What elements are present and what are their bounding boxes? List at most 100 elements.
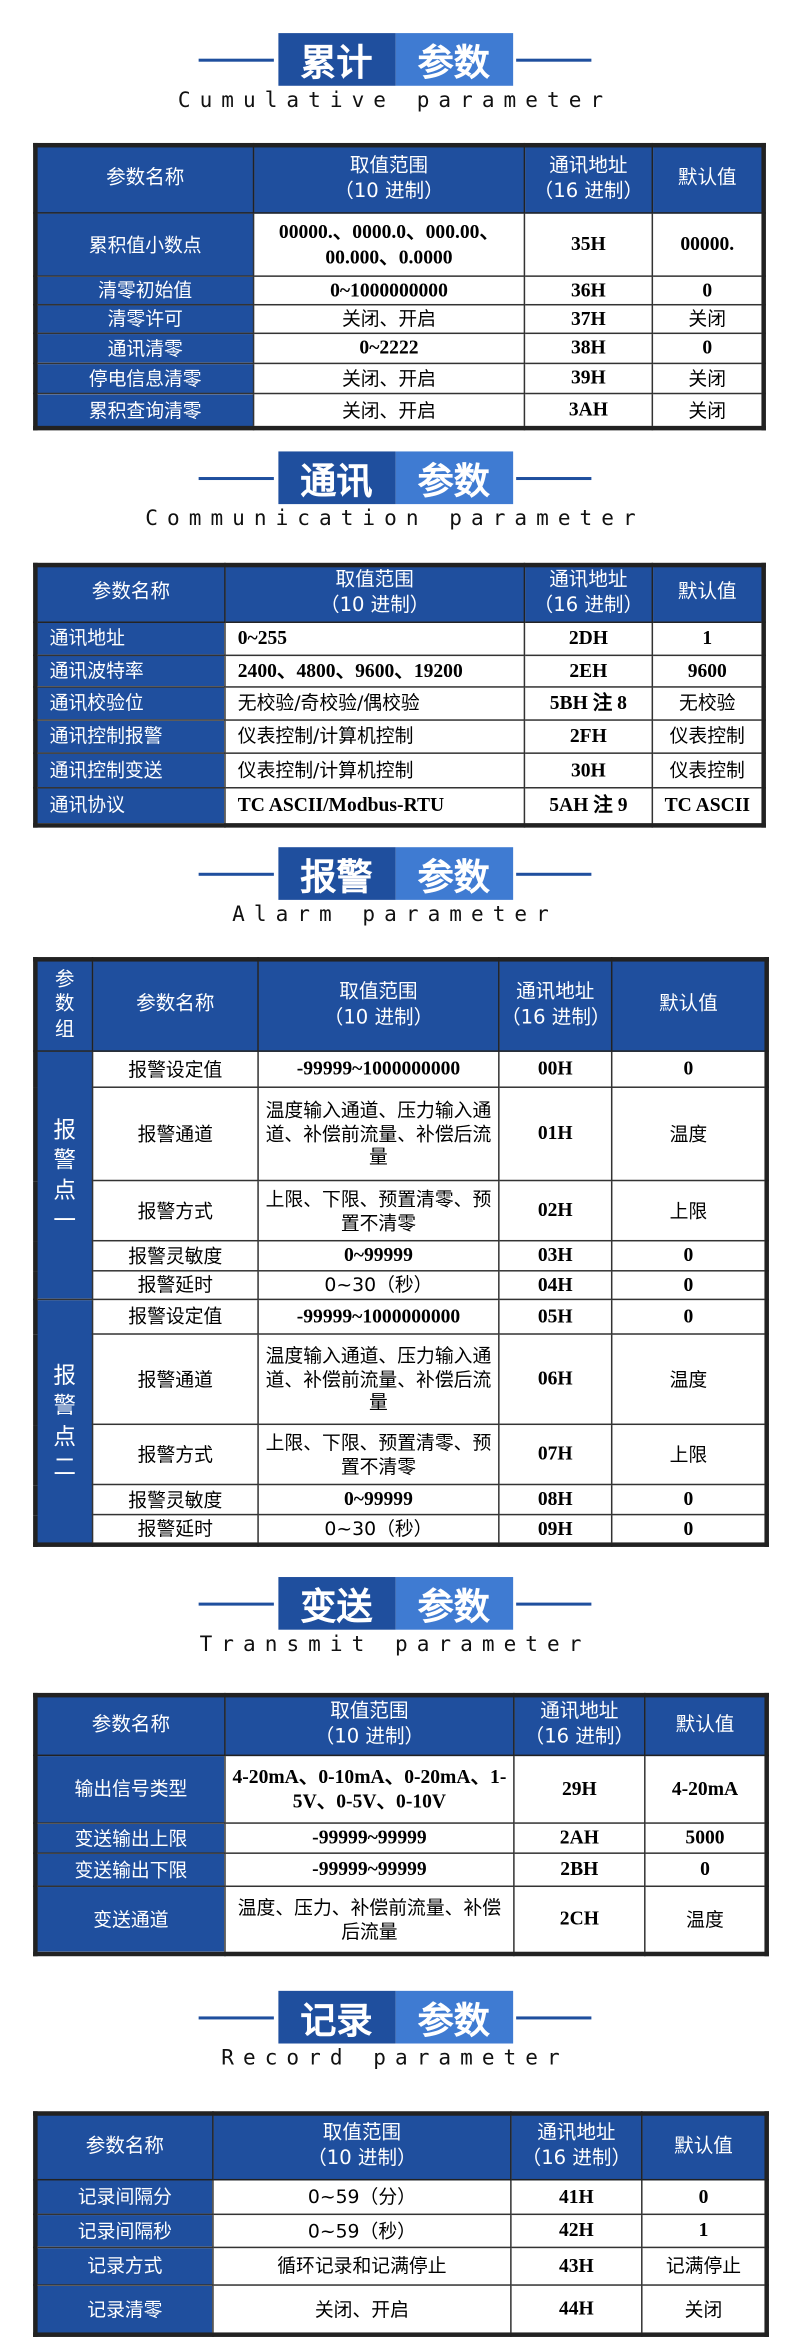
table-row: 通讯波特率 2400、4800、9600、19200 2EH 9600 <box>34 654 765 688</box>
section-subtitle: Communication parameter <box>145 507 645 532</box>
param-default: 1 <box>641 2213 768 2249</box>
section-title-banner: 变送 参数 <box>277 1577 513 1630</box>
param-name: 通讯波特率 <box>34 654 226 688</box>
header-name: 参数名称 <box>91 958 259 1052</box>
section-title-primary: 累计 <box>277 33 396 86</box>
param-range: TC ASCII/Modbus-RTU <box>224 786 526 826</box>
param-range: -99999~1000000000 <box>257 1050 500 1088</box>
param-name: 累积值小数点 <box>34 212 255 277</box>
table-row: 报警方式 上限、下限、预置清零、预置不清零 07H 上限 <box>35 1423 768 1486</box>
header-addr-label: 通讯地址 <box>516 980 595 1004</box>
title-line-left <box>198 58 274 62</box>
param-range: 0~59（秒） <box>212 2213 512 2249</box>
param-default: 0 <box>610 1483 768 1516</box>
param-default: 0 <box>644 1852 768 1888</box>
table-row: 通讯协议 TC ASCII/Modbus-RTU 5AH 注 9 TC ASCII <box>34 786 765 826</box>
param-default: 0 <box>610 1239 768 1272</box>
table-row: 通讯清零 0~2222 38H 0 <box>34 332 765 365</box>
section-title-banner: 累计 参数 <box>277 33 513 86</box>
header-addr-label: 通讯地址 <box>537 2121 616 2145</box>
header-range-sub: （10 进制） <box>323 1005 434 1029</box>
header-range: 取值范围 （10 进制） <box>224 564 526 623</box>
param-address: 41H <box>510 2178 643 2216</box>
header-addr: 通讯地址 （16 进制） <box>523 144 654 214</box>
param-default: 0 <box>651 275 765 306</box>
section-title-secondary: 参数 <box>395 451 513 505</box>
param-name: 报警设定值 <box>91 1050 259 1088</box>
header-row: 参数名称 取值范围 （10 进制） 通讯地址 （16 进制） 默认值 <box>34 564 765 623</box>
param-range: -99999~99999 <box>224 1852 515 1888</box>
param-range: 0~1000000000 <box>252 275 526 306</box>
header-addr: 通讯地址 （16 进制） <box>513 1694 646 1757</box>
param-range: 0~30（秒） <box>257 1270 500 1301</box>
table-row: 报警点二 报警设定值 -99999~1000000000 05H 0 <box>34 1298 768 1546</box>
param-address: 05H <box>498 1298 613 1335</box>
param-range: 仪表控制/计算机控制 <box>224 752 526 789</box>
param-name: 报警方式 <box>91 1179 259 1242</box>
param-name: 通讯校验位 <box>34 685 226 721</box>
header-default: 默认值 <box>641 2112 768 2181</box>
param-default: 9600 <box>651 654 765 688</box>
header-range-sub: （10 进制） <box>334 179 444 203</box>
param-default: 上限 <box>610 1179 768 1242</box>
param-default: 关闭 <box>651 392 765 429</box>
header-default: 默认值 <box>651 564 765 623</box>
param-name: 记录方式 <box>34 2246 214 2286</box>
header-range: 取值范围 （10 进制） <box>224 1694 515 1757</box>
section-title-primary: 记录 <box>277 1990 396 2044</box>
param-default: 关闭 <box>651 362 765 395</box>
section-title-primary: 通讯 <box>277 451 396 505</box>
param-range: 关闭、开启 <box>252 392 526 429</box>
param-address: 00H <box>498 1050 613 1088</box>
param-address: 3AH <box>523 392 654 429</box>
param-name: 记录间隔分 <box>34 2178 214 2216</box>
param-address: 01H <box>498 1086 613 1182</box>
header-range-sub: （10 进制） <box>314 1726 425 1749</box>
header-name: 参数名称 <box>34 564 226 623</box>
title-line-right <box>516 872 592 876</box>
param-range: 温度输入通道、压力输入通道、补偿前流量、补偿后流量 <box>257 1333 500 1426</box>
param-range: 关闭、开启 <box>212 2284 512 2336</box>
table-row: 报警通道 温度输入通道、压力输入通道、补偿前流量、补偿后流量 06H 温度 <box>35 1333 768 1426</box>
table-row: 报警延时 0~30（秒） 09H 0 <box>35 1513 768 1546</box>
param-range: 00000.、0000.0、000.00、00.000、0.0000 <box>252 212 526 277</box>
param-address: 5AH 注 9 <box>523 786 654 826</box>
param-range: 4-20mA、0-10mA、0-20mA、1-5V、0-5V、0-10V <box>224 1754 515 1824</box>
table-row: 记录间隔秒 0~59（秒） 42H 1 <box>34 2213 768 2249</box>
title-line-left <box>198 2016 274 2020</box>
header-name: 参数名称 <box>34 144 255 214</box>
param-range: 上限、下限、预置清零、预置不清零 <box>257 1423 500 1486</box>
section-title-banner: 通讯 参数 <box>277 451 513 505</box>
param-range: 上限、下限、预置清零、预置不清零 <box>257 1179 500 1242</box>
param-address: 36H <box>523 275 654 306</box>
table-row: 报警灵敏度 0~99999 08H 0 <box>35 1483 768 1516</box>
header-range-label: 取值范围 <box>330 1700 409 1724</box>
table-row: 通讯地址 0~255 2DH 1 <box>34 621 765 656</box>
section-subtitle: Alarm parameter <box>232 902 558 927</box>
group-cell: 报警点二 <box>34 1298 94 1546</box>
param-default: 记满停止 <box>641 2246 768 2286</box>
param-address: 37H <box>523 303 654 335</box>
parameter-table: 参数组 参数名称 取值范围 （10 进制） 通讯地址 （16 进制） 默认值 报警点一 报警设定… <box>33 957 769 1547</box>
param-name: 记录间隔秒 <box>34 2213 214 2249</box>
param-default: 1 <box>651 621 765 656</box>
header-addr-sub: （16 进制） <box>501 1005 611 1029</box>
section-title-banner: 记录 参数 <box>277 1990 513 2044</box>
parameter-table: 参数名称 取值范围 （10 进制） 通讯地址 （16 进制） 默认值 输出信号类型 4-20m… <box>33 1692 769 1957</box>
title-line-right <box>516 58 592 62</box>
param-address: 42H <box>510 2213 643 2249</box>
param-range: 0~2222 <box>252 332 526 365</box>
table-row: 通讯控制变送 仪表控制/计算机控制 30H 仪表控制 <box>34 752 765 789</box>
param-name: 变送输出上限 <box>34 1822 226 1854</box>
header-range: 取值范围 （10 进制） <box>252 144 526 214</box>
param-address: 2EH <box>523 654 654 688</box>
param-address: 5BH 注 8 <box>523 685 654 721</box>
param-address: 06H <box>498 1333 613 1426</box>
param-name: 报警通道 <box>91 1086 259 1182</box>
section-title-secondary: 参数 <box>395 1577 513 1630</box>
title-line-left <box>198 1602 274 1606</box>
param-address: 35H <box>523 212 654 277</box>
header-addr-label: 通讯地址 <box>549 154 628 177</box>
table-row: 清零许可 关闭、开启 37H 关闭 <box>34 303 765 335</box>
